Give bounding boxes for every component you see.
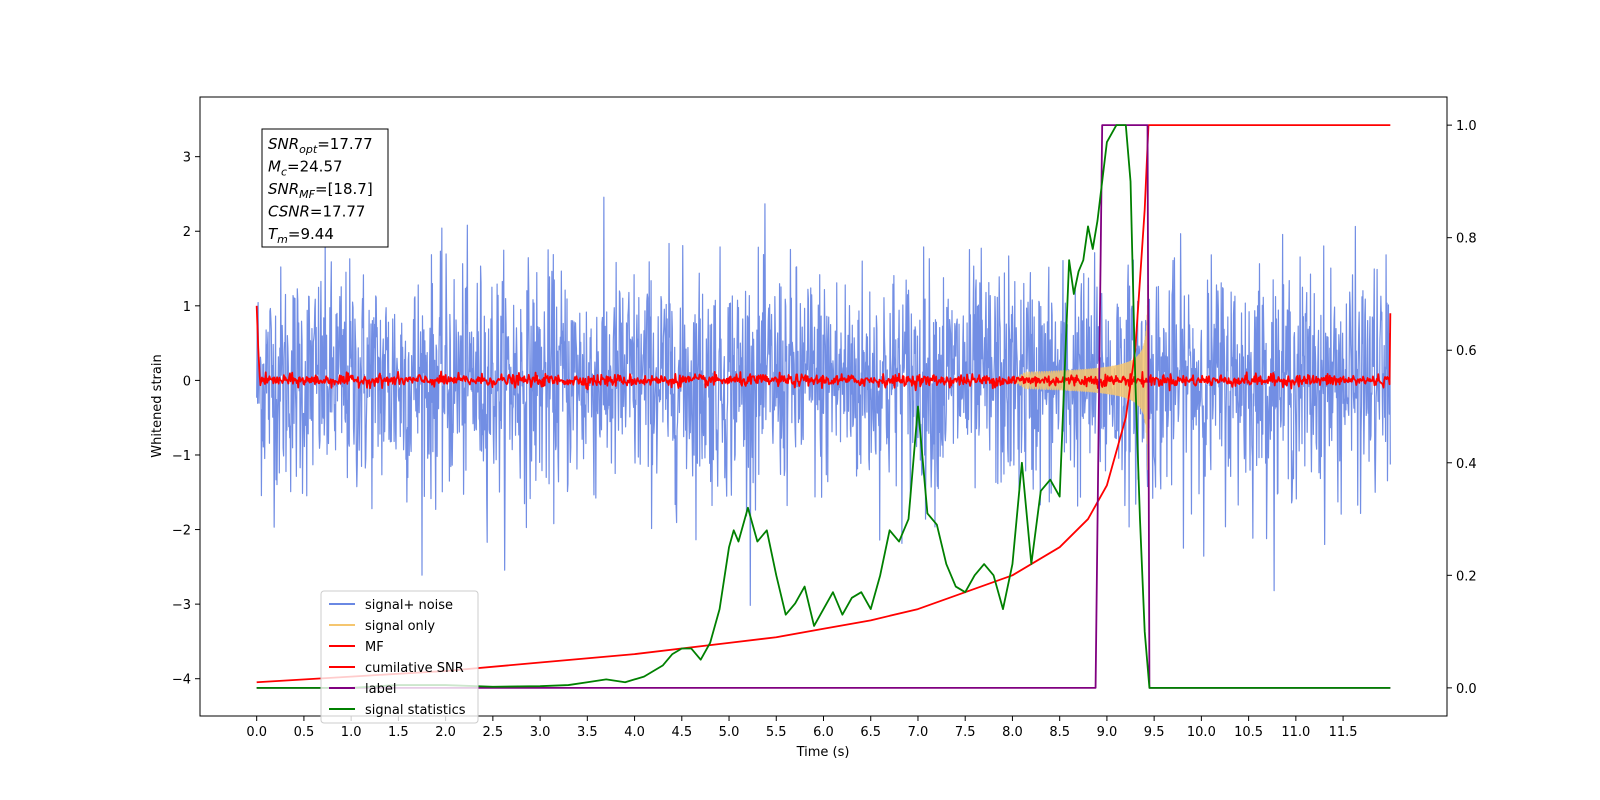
annotation-subscript: m xyxy=(277,233,288,246)
x-tick-label: 4.5 xyxy=(671,725,692,740)
legend-label: cumilative SNR xyxy=(365,661,464,676)
annotation-symbol: SNR xyxy=(268,135,299,153)
x-tick-label: 2.5 xyxy=(483,725,504,740)
x-tick-label: 1.0 xyxy=(341,725,362,740)
x-tick-label: 5.5 xyxy=(766,725,787,740)
x-tick-label: 1.5 xyxy=(388,725,409,740)
annotation-line: Mc=24.57 xyxy=(268,158,343,179)
x-axis: 0.0 0.5 1.0 1.5 2.0 2.5 3.0 3.5 4.0 4.5 5.0 5.5 6.0 6… xyxy=(246,716,1358,740)
x-tick-label: 4.0 xyxy=(624,725,645,740)
x-tick-label: 8.5 xyxy=(1049,725,1070,740)
annotation-value: =17.77 xyxy=(310,203,366,221)
y2-tick-label: 0.6 xyxy=(1456,344,1477,359)
legend-label: MF xyxy=(365,640,384,655)
annotation-value: =17.77 xyxy=(317,135,373,153)
x-tick-label: 7.0 xyxy=(908,725,929,740)
annotation-symbol: SNR xyxy=(268,180,299,198)
x-tick-label: 2.0 xyxy=(435,725,456,740)
y-tick-label: −2 xyxy=(172,524,191,539)
annotation-value: =9.44 xyxy=(288,225,334,243)
legend-frame xyxy=(320,590,479,724)
annotation-line: SNRopt=17.77 xyxy=(268,135,373,156)
y2-tick-label: 0.0 xyxy=(1456,682,1477,697)
x-tick-label: 6.0 xyxy=(813,725,834,740)
annotation-frame xyxy=(261,128,389,248)
x-axis-label: Time (s) xyxy=(796,745,850,760)
legend-label: signal only xyxy=(365,619,435,634)
x-tick-label: 5.0 xyxy=(719,725,740,740)
series-line-signal-noise xyxy=(256,196,1391,606)
series-line-mf xyxy=(255,305,1392,392)
annotation-box: SNRopt=17.77Mc=24.57SNRMF=[18.7]CSNR=17.… xyxy=(261,128,389,248)
series-line-signal-statistics xyxy=(256,124,1391,689)
x-tick-label: 7.5 xyxy=(955,725,976,740)
y-tick-label: −3 xyxy=(172,598,191,613)
y2-tick-label: 0.8 xyxy=(1456,232,1477,247)
x-tick-label: 10.5 xyxy=(1234,725,1263,740)
y-axis-left: 3 2 1 0 −1 −2 −3 −4 xyxy=(172,151,200,688)
x-tick-label: 11.0 xyxy=(1281,725,1310,740)
series-line-cumilative-snr xyxy=(256,124,1391,684)
x-tick-label: 11.5 xyxy=(1329,725,1358,740)
x-tick-label: 3.5 xyxy=(577,725,598,740)
x-tick-label: 3.0 xyxy=(530,725,551,740)
annotation-line: SNRMF=[18.7] xyxy=(268,180,373,201)
legend-label: signal+ noise xyxy=(365,598,453,613)
y-axis-label: Whitened strain xyxy=(150,354,165,457)
y-tick-label: 0 xyxy=(183,374,191,389)
x-tick-label: 9.0 xyxy=(1097,725,1118,740)
annotation-subscript: opt xyxy=(299,143,318,156)
annotation-value: =[18.7] xyxy=(315,180,373,198)
annotation-line: Tm=9.44 xyxy=(268,225,334,246)
legend-label: label xyxy=(365,682,396,697)
y2-tick-label: 0.2 xyxy=(1456,569,1477,584)
y-tick-label: 3 xyxy=(183,151,191,166)
x-tick-label: 0.5 xyxy=(294,725,315,740)
annotation-subscript: c xyxy=(281,166,287,179)
annotation-symbol: T xyxy=(268,225,279,243)
legend: signal+ noise signal only MF cumilative SNR… xyxy=(320,590,479,724)
y-tick-label: 1 xyxy=(183,300,191,315)
y-axis-right: 1.0 0.8 0.6 0.4 0.2 0.0 xyxy=(1447,119,1477,697)
x-tick-label: 6.5 xyxy=(860,725,881,740)
y-tick-label: −1 xyxy=(172,449,191,464)
y-tick-label: 2 xyxy=(183,225,191,240)
plot-series xyxy=(255,124,1392,689)
annotation-symbol: M xyxy=(268,158,281,176)
annotation-line: CSNR=17.77 xyxy=(268,203,365,221)
annotation-value: =24.57 xyxy=(287,158,343,176)
y2-tick-label: 0.4 xyxy=(1456,457,1477,472)
x-tick-label: 10.0 xyxy=(1187,725,1216,740)
y2-tick-label: 1.0 xyxy=(1456,119,1477,134)
x-tick-label: 9.5 xyxy=(1144,725,1165,740)
annotation-subscript: MF xyxy=(299,188,315,201)
x-tick-label: 8.0 xyxy=(1002,725,1023,740)
y-tick-label: −4 xyxy=(172,673,191,688)
x-tick-label: 0.0 xyxy=(246,725,267,740)
legend-label: signal statistics xyxy=(365,703,466,718)
annotation-symbol: CSNR xyxy=(268,203,310,221)
